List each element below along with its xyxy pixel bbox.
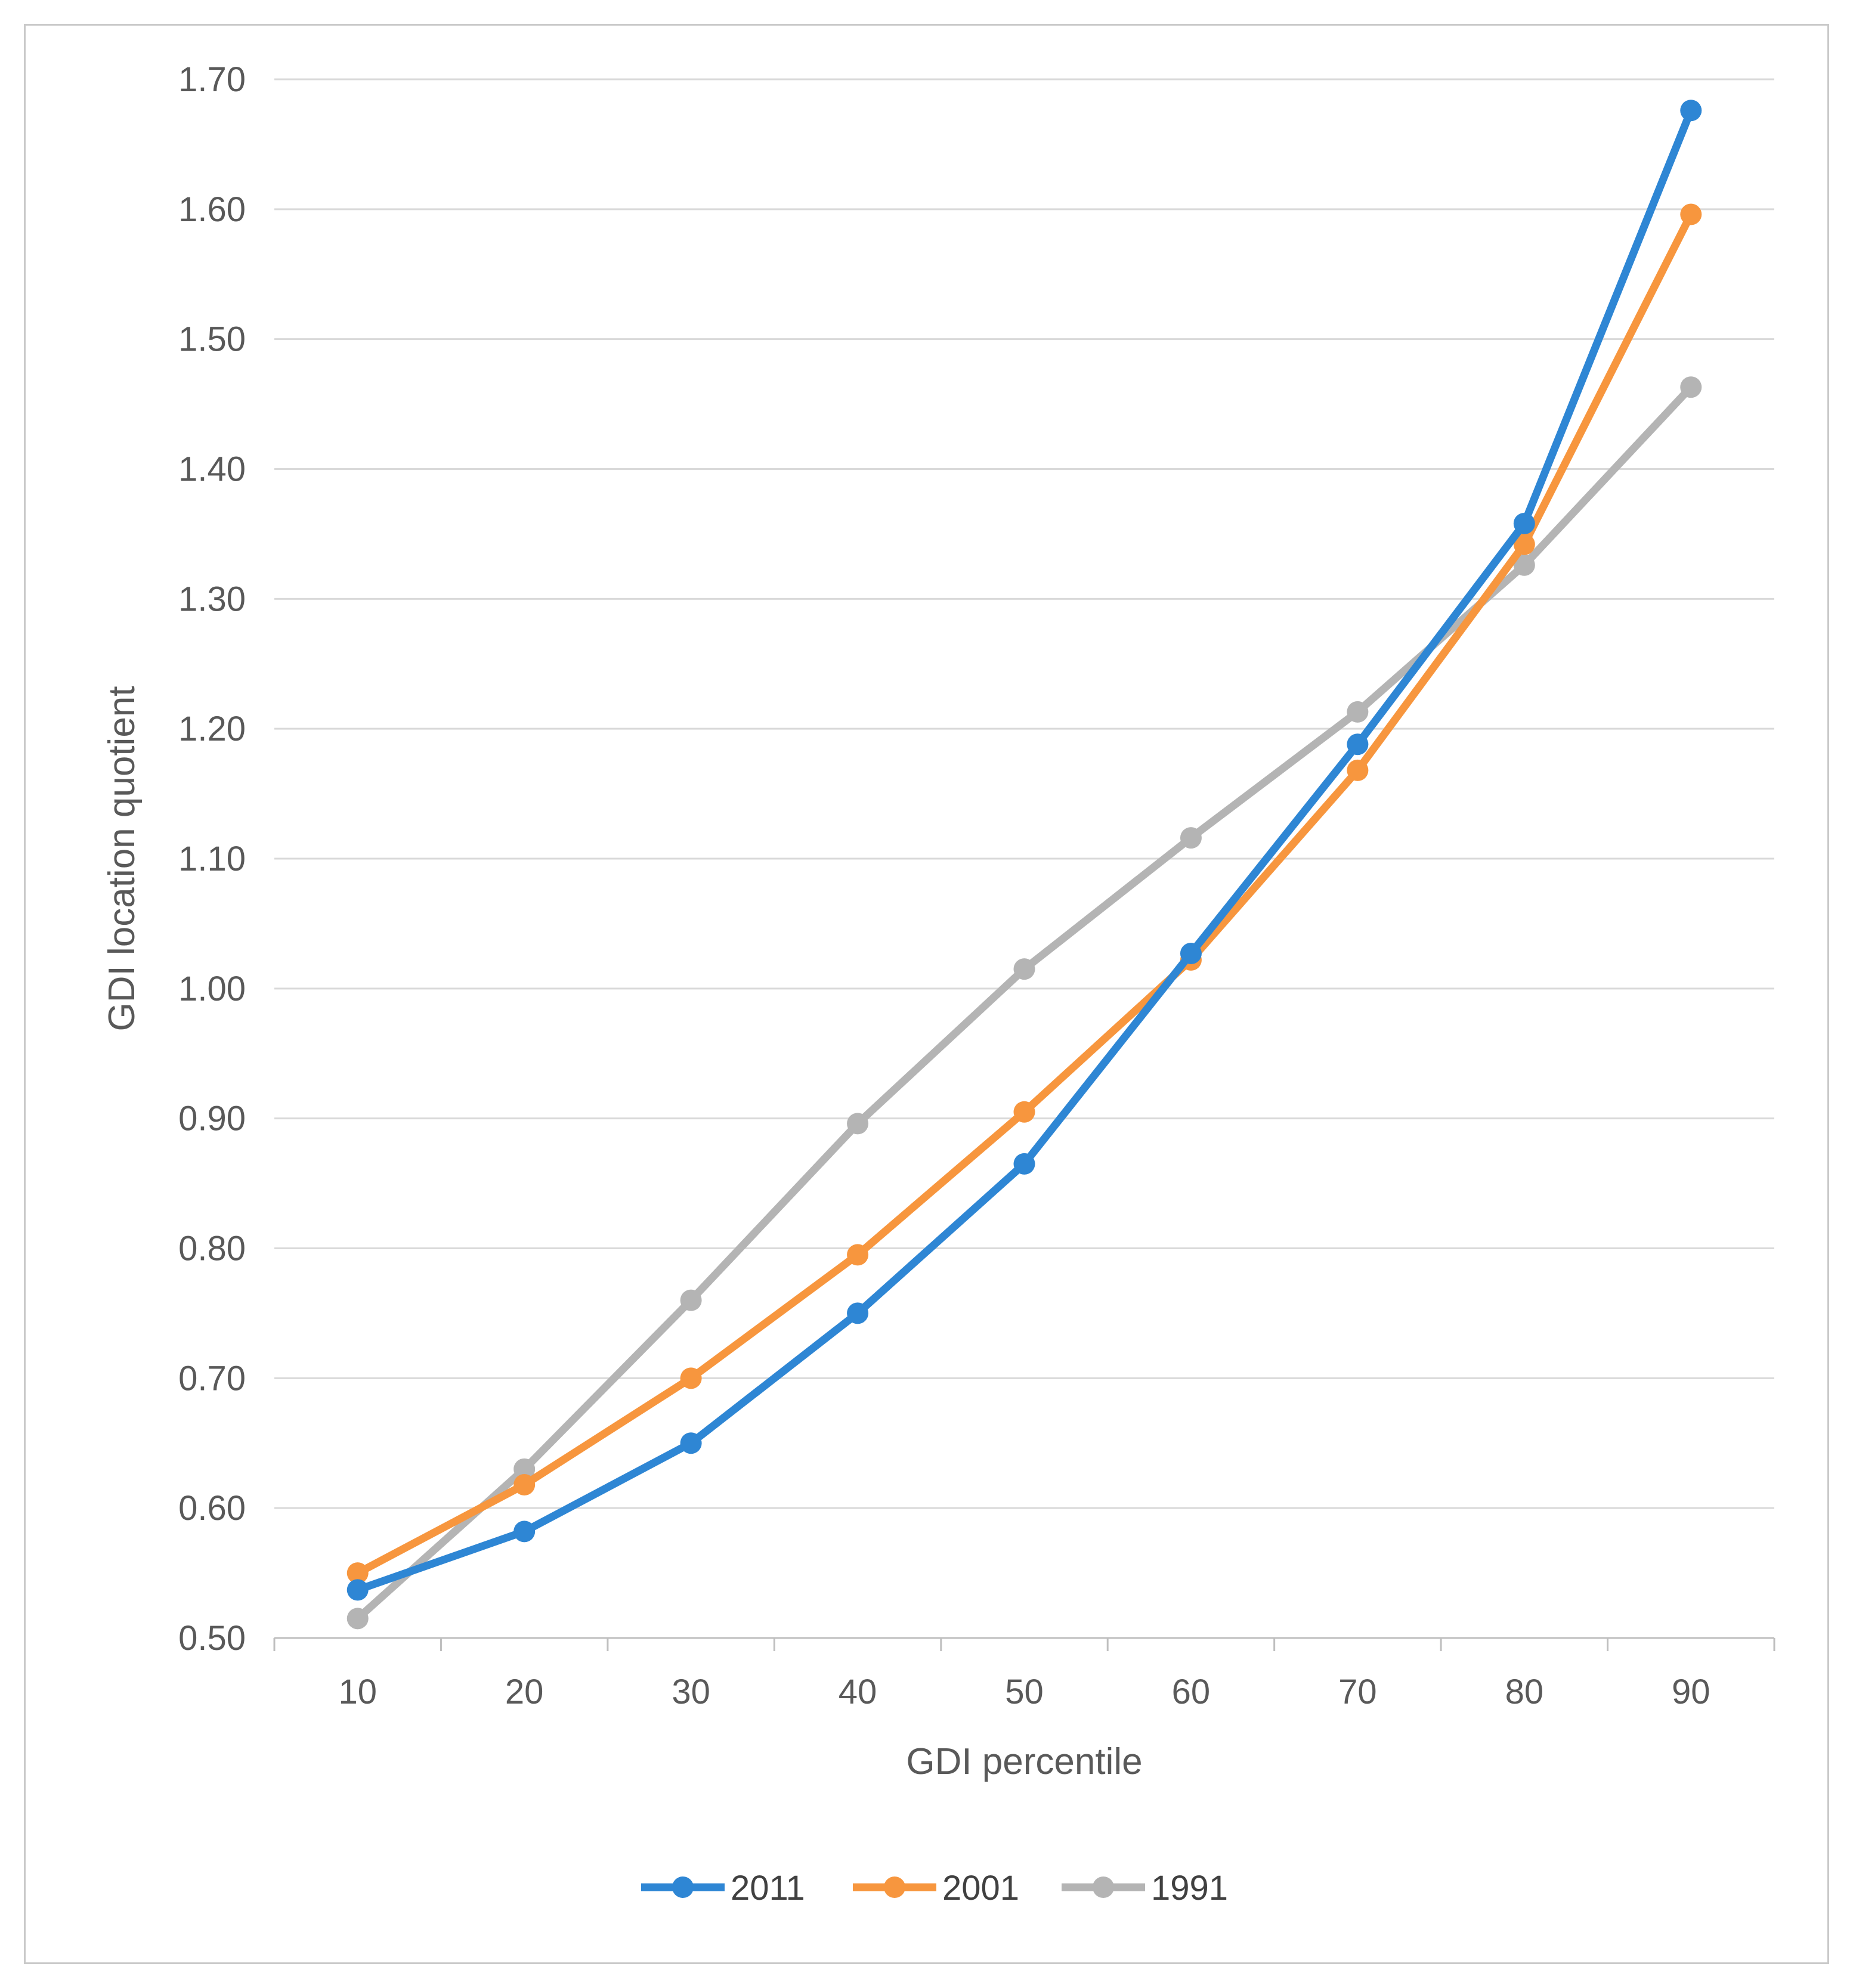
y-tick-label: 0.70: [178, 1359, 246, 1398]
x-tick-label: 60: [1172, 1673, 1211, 1711]
gridlines: [274, 78, 1774, 1509]
x-tick-label: 50: [1005, 1673, 1044, 1711]
data-point-2001: [847, 1244, 869, 1266]
chart-frame: [24, 24, 1829, 1964]
series-line-2011: [354, 106, 1695, 1594]
legend: 2011 2001 1991: [641, 1869, 1228, 1908]
y-tick-label: 1.70: [178, 60, 246, 99]
data-point-2011: [847, 1302, 869, 1324]
data-point-2011: [1513, 512, 1535, 534]
data-point-2001: [1013, 1101, 1035, 1123]
data-point-2011: [347, 1579, 369, 1601]
legend-item-2011: 2011: [641, 1869, 805, 1908]
legend-swatch-marker: [884, 1876, 905, 1898]
y-tick-label: 1.30: [178, 580, 246, 618]
y-tick-label: 1.10: [178, 840, 246, 878]
x-tick-label: 30: [672, 1673, 710, 1711]
data-point-2011: [1347, 733, 1369, 755]
data-point-2001: [680, 1367, 702, 1389]
x-tick-label: 90: [1672, 1673, 1710, 1711]
series-2011: [347, 100, 1702, 1601]
legend-swatch-marker: [1093, 1876, 1114, 1898]
data-point-1991: [1347, 701, 1369, 723]
data-point-2011: [1180, 943, 1202, 965]
data-point-1991: [513, 1458, 536, 1480]
legend-item-2001: 2001: [853, 1869, 1019, 1908]
x-tick-label: 40: [839, 1673, 877, 1711]
legend-label: 1991: [1151, 1869, 1228, 1908]
data-point-2001: [347, 1562, 369, 1584]
series-2001: [347, 203, 1702, 1584]
legend-label: 2011: [731, 1869, 805, 1908]
data-point-1991: [347, 1608, 369, 1630]
data-point-1991: [847, 1113, 869, 1135]
y-tick-label: 1.50: [178, 320, 246, 359]
series-group: [347, 100, 1702, 1630]
series-line-2001: [354, 210, 1695, 1577]
data-point-2011: [1680, 100, 1702, 122]
y-axis-title: GDI location quotient: [101, 686, 143, 1031]
data-point-1991: [1180, 827, 1202, 849]
x-axis-title: GDI percentile: [906, 1741, 1142, 1782]
legend-swatch-marker: [672, 1876, 694, 1898]
series-1991: [347, 376, 1702, 1630]
y-tick-label: 1.40: [178, 450, 246, 489]
data-point-1991: [1013, 958, 1035, 980]
data-point-2001: [1680, 203, 1702, 225]
y-axis-ticks: 0.50 0.60 0.70 0.80 0.90 1.00 1.10 1.20 1.30 1.40…: [178, 60, 246, 1658]
y-tick-label: 0.50: [178, 1619, 246, 1658]
data-point-2011: [1013, 1153, 1035, 1175]
y-tick-label: 1.60: [178, 190, 246, 229]
y-tick-label: 1.20: [178, 710, 246, 748]
data-point-2001: [513, 1473, 536, 1495]
data-point-2011: [513, 1521, 536, 1543]
x-tick-label: 20: [505, 1673, 544, 1711]
x-tick-label: 70: [1338, 1673, 1377, 1711]
data-point-1991: [680, 1289, 702, 1311]
y-tick-label: 0.60: [178, 1489, 246, 1528]
y-tick-label: 0.90: [178, 1100, 246, 1138]
data-point-2011: [680, 1432, 702, 1454]
data-point-1991: [1513, 554, 1535, 576]
legend-label: 2001: [942, 1869, 1019, 1908]
data-point-2001: [1347, 759, 1369, 781]
x-tick-label: 10: [338, 1673, 377, 1711]
legend-item-1991: 1991: [1062, 1869, 1228, 1908]
y-tick-label: 0.80: [178, 1230, 246, 1268]
data-point-1991: [1680, 376, 1702, 398]
x-axis: 10 20 30 40 50 60 70 80 90: [273, 1637, 1775, 1711]
y-tick-label: 1.00: [178, 970, 246, 1008]
x-tick-label: 80: [1505, 1673, 1544, 1711]
data-point-2001: [1513, 533, 1535, 555]
